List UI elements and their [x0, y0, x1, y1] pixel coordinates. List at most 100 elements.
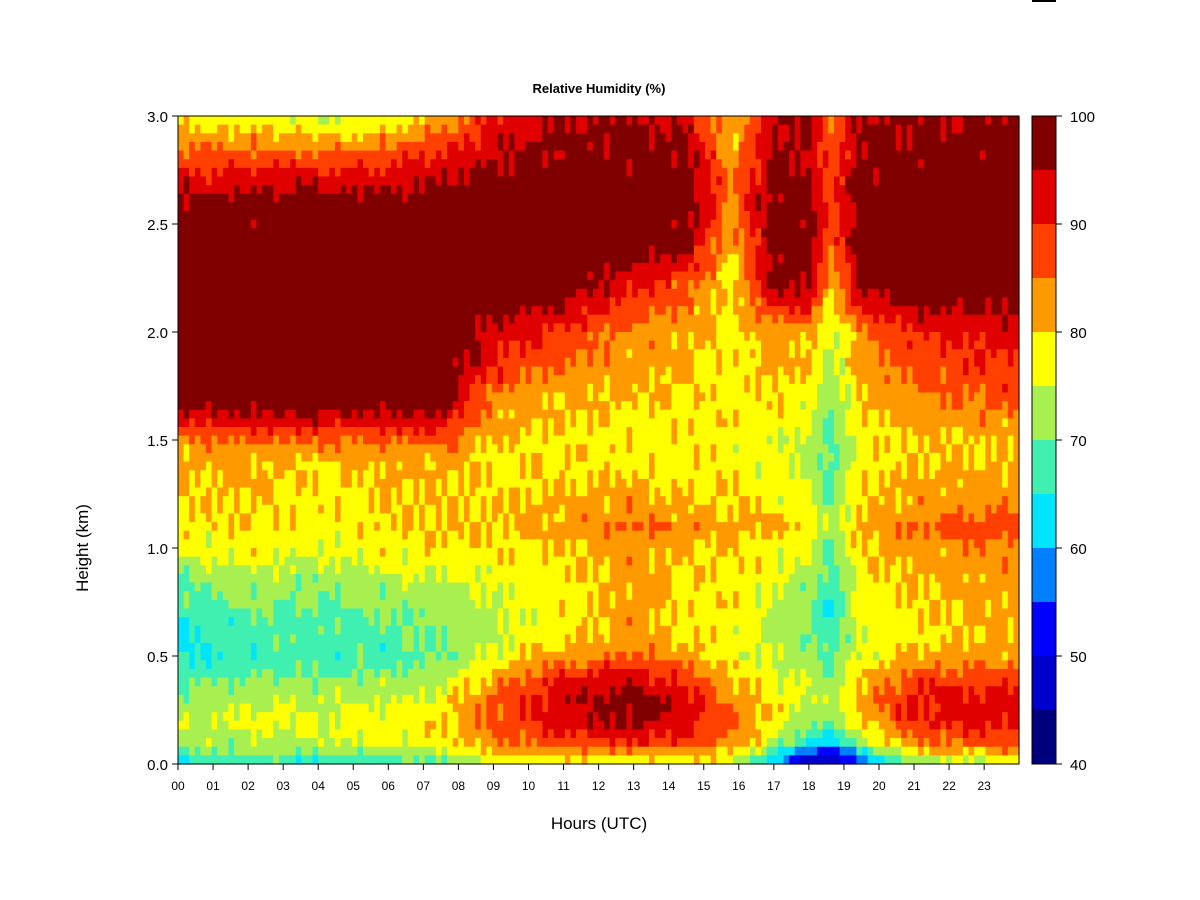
heatmap-cell: [463, 461, 471, 471]
heatmap-cell: [267, 738, 274, 748]
heatmap-cell: [256, 591, 263, 601]
heatmap-cell: [475, 565, 482, 575]
heatmap-cell: [228, 625, 235, 635]
heatmap-cell: [413, 427, 420, 437]
heatmap-cell: [424, 668, 431, 679]
heatmap-cell: [424, 314, 431, 324]
heatmap-cell: [222, 565, 230, 575]
heatmap-cell: [480, 167, 487, 178]
heatmap-cell: [441, 513, 448, 523]
heatmap-cell: [413, 738, 420, 748]
heatmap-cell: [430, 288, 437, 299]
heatmap-cell: [295, 599, 302, 610]
heatmap-cell: [312, 487, 319, 497]
heatmap-cell: [548, 496, 555, 506]
heatmap-cell: [273, 522, 280, 532]
heatmap-cell: [447, 314, 454, 324]
heatmap-cell: [245, 729, 252, 739]
heatmap-cell: [491, 444, 499, 454]
heatmap-cell: [340, 150, 347, 160]
heatmap-cell: [368, 565, 375, 575]
heatmap-cell: [228, 116, 235, 126]
heatmap-cell: [329, 427, 336, 437]
heatmap-cell: [340, 599, 347, 610]
heatmap-cell: [402, 738, 409, 748]
heatmap-cell: [486, 340, 493, 350]
heatmap-cell: [424, 470, 431, 480]
heatmap-cell: [497, 729, 504, 739]
heatmap-cell: [312, 167, 319, 178]
heatmap-cell: [346, 323, 353, 333]
heatmap-cell: [463, 340, 471, 350]
heatmap-cell: [245, 409, 252, 419]
heatmap-cell: [357, 548, 364, 558]
heatmap-cell: [217, 565, 224, 575]
heatmap-cell: [531, 245, 538, 255]
heatmap-cell: [245, 513, 252, 523]
heatmap-cell: [508, 738, 515, 748]
heatmap-cell: [256, 470, 263, 480]
heatmap-cell: [312, 124, 319, 134]
heatmap-cell: [194, 746, 202, 756]
heatmap-cell: [284, 297, 291, 307]
heatmap-cell: [430, 608, 437, 618]
heatmap-cell: [357, 591, 364, 601]
heatmap-cell: [536, 401, 544, 411]
heatmap-cell: [245, 262, 252, 273]
heatmap-cell: [525, 513, 532, 523]
heatmap-cell: [234, 245, 241, 255]
heatmap-cell: [452, 565, 459, 575]
heatmap-cell: [430, 427, 437, 437]
heatmap-cell: [435, 271, 443, 281]
heatmap-cell: [379, 755, 387, 765]
heatmap-cell: [497, 660, 504, 670]
heatmap-cell: [463, 297, 471, 307]
heatmap-cell: [234, 288, 241, 299]
heatmap-cell: [351, 124, 359, 134]
heatmap-cell: [374, 288, 381, 299]
heatmap-cell: [508, 513, 515, 523]
heatmap-cell: [385, 228, 392, 238]
heatmap-cell: [447, 280, 454, 290]
heatmap-cell: [486, 366, 493, 376]
heatmap-cell: [346, 738, 353, 748]
heatmap-cell: [334, 297, 342, 307]
heatmap-cell: [273, 591, 280, 601]
heatmap-cell: [211, 755, 218, 765]
heatmap-cell: [385, 383, 392, 394]
heatmap-cell: [211, 573, 218, 584]
heatmap-cell: [250, 314, 258, 324]
heatmap-cell: [497, 409, 504, 419]
heatmap-cell: [486, 271, 493, 281]
heatmap-cell: [239, 651, 246, 661]
heatmap-cell: [514, 185, 521, 195]
heatmap-cell: [503, 677, 510, 687]
heatmap-cell: [503, 167, 510, 178]
heatmap-cell: [334, 124, 342, 134]
heatmap-cell: [548, 418, 555, 428]
heatmap-cell: [250, 254, 258, 264]
heatmap-cell: [290, 729, 297, 739]
heatmap-cell: [334, 643, 342, 653]
heatmap-cell: [228, 530, 235, 540]
heatmap-cell: [217, 599, 224, 610]
heatmap-cell: [480, 349, 487, 359]
heatmap-cell: [525, 720, 532, 731]
heatmap-cell: [520, 573, 527, 584]
heatmap-cell: [402, 720, 409, 731]
heatmap-cell: [245, 582, 252, 592]
heatmap-cell: [396, 150, 403, 160]
heatmap-cell: [301, 383, 308, 394]
heatmap-cell: [430, 496, 437, 506]
heatmap-cell: [200, 306, 207, 316]
heatmap-cell: [363, 504, 370, 515]
heatmap-cell: [273, 185, 280, 195]
heatmap-cell: [256, 720, 263, 731]
heatmap-cell: [200, 288, 207, 299]
heatmap-cell: [475, 150, 482, 160]
heatmap-cell: [385, 478, 392, 489]
heatmap-cell: [385, 332, 392, 342]
heatmap-cell: [480, 141, 487, 152]
heatmap-cell: [525, 349, 532, 359]
heatmap-cell: [267, 755, 274, 765]
